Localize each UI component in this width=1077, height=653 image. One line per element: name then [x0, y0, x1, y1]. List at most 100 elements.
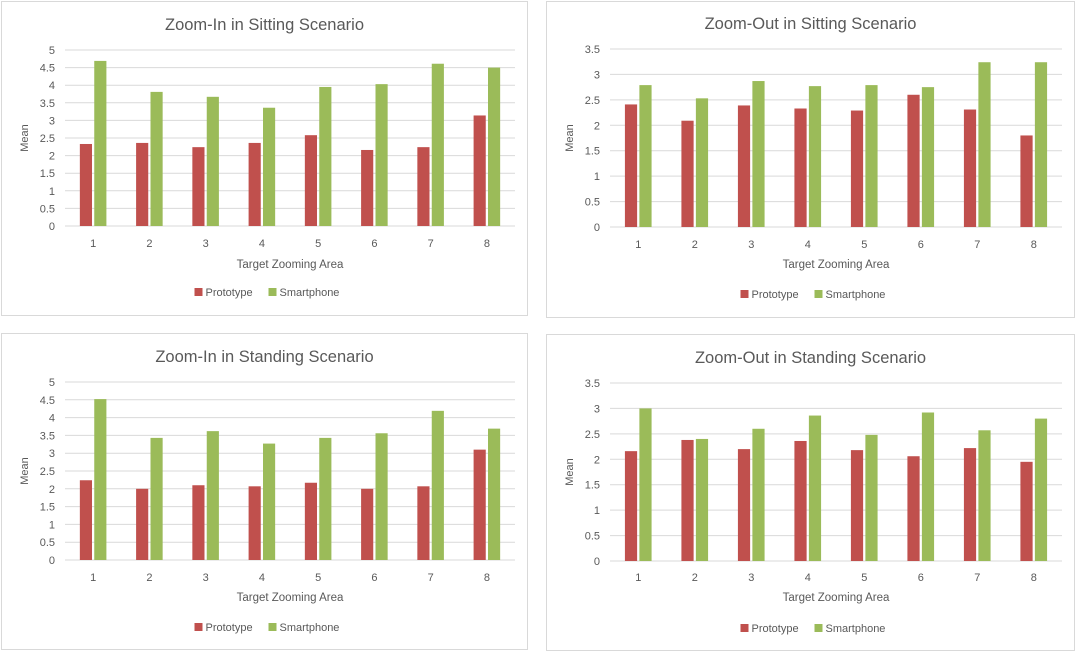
bar-smartphone [431, 63, 444, 227]
x-axis-label: Target Zooming Area [237, 592, 344, 604]
bar-prototype [136, 142, 149, 226]
x-tick-label: 7 [974, 572, 980, 584]
bar-prototype [304, 135, 317, 226]
x-tick-label: 5 [861, 572, 867, 584]
bar-smartphone [978, 62, 991, 228]
bar-prototype [794, 440, 807, 561]
y-tick-label: 1.5 [585, 480, 600, 492]
bar-prototype [79, 143, 92, 226]
bar-smartphone [695, 98, 709, 228]
bar-smartphone [206, 431, 219, 560]
x-tick-label: 6 [371, 238, 377, 250]
bar-smartphone [263, 107, 276, 226]
y-tick-label: 1 [594, 171, 600, 183]
y-axis-label: Mean [19, 124, 31, 152]
y-tick-label: 0 [594, 222, 600, 234]
bar-prototype [192, 147, 205, 226]
x-axis-label: Target Zooming Area [237, 259, 344, 271]
x-tick-label: 4 [259, 572, 265, 584]
bar-prototype [850, 110, 864, 227]
legend-label-prototype: Prototype [206, 287, 253, 299]
y-tick-label: 3 [49, 448, 55, 460]
y-tick-label: 3.5 [40, 430, 55, 442]
bar-smartphone [978, 430, 991, 561]
x-tick-label: 3 [748, 239, 754, 251]
y-tick-label: 4 [49, 413, 55, 425]
legend-label-smartphone: Smartphone [280, 622, 340, 634]
x-tick-label: 4 [805, 572, 811, 584]
bar-smartphone [808, 415, 822, 561]
bar-smartphone [1034, 418, 1048, 561]
y-tick-label: 1 [594, 505, 600, 517]
bar-prototype [136, 488, 149, 560]
bar-smartphone [865, 434, 878, 561]
bar-prototype [794, 108, 807, 227]
y-tick-label: 2 [594, 454, 600, 466]
legend-label-smartphone: Smartphone [280, 287, 340, 299]
bar-smartphone [431, 410, 444, 560]
bar-smartphone [921, 87, 935, 228]
legend-label-prototype: Prototype [752, 623, 799, 635]
bar-smartphone [639, 408, 652, 561]
y-tick-label: 1 [49, 519, 55, 531]
bar-prototype [681, 439, 694, 561]
legend: Prototype Smartphone [740, 289, 885, 301]
x-tick-label: 5 [315, 572, 321, 584]
bar-prototype [737, 105, 751, 227]
y-tick-label: 2.5 [40, 133, 55, 145]
chart-panel-zoom-in-sitting: Zoom-In in Sitting Scenario 0 0.5 1 1.5 2 2.5 3… [1, 1, 528, 316]
x-tick-label: 4 [259, 238, 265, 250]
bar-prototype [417, 486, 430, 560]
x-tick-label: 5 [315, 238, 321, 250]
y-tick-label: 0 [594, 556, 600, 568]
chart-zoom-out-sitting: Zoom-Out in Sitting Scenario 0 0.5 1 1.5 2 2.5… [564, 15, 1062, 301]
y-tick-label: 2 [594, 120, 600, 132]
bar-prototype [248, 142, 261, 226]
bar-prototype [1020, 135, 1033, 227]
y-tick-label: 1.5 [40, 502, 55, 514]
x-tick-label: 6 [371, 572, 377, 584]
chart-zoom-out-standing: Zoom-Out in Standing Scenario 0 0.5 1 1.5 2 2.… [564, 349, 1062, 635]
legend-swatch-smartphone [268, 288, 277, 296]
y-axis-label: Mean [19, 457, 31, 485]
y-tick-label: 4.5 [40, 395, 55, 407]
chart-panel-zoom-in-standing: Zoom-In in Standing Scenario 0 0.5 1 1.5 2 2.5… [1, 333, 528, 650]
chart-title: Zoom-In in Standing Scenario [155, 348, 373, 366]
bar-prototype [624, 451, 638, 561]
legend-label-prototype: Prototype [752, 289, 799, 301]
y-tick-label: 2 [49, 484, 55, 496]
bar-smartphone [319, 437, 332, 560]
x-axis-label: Target Zooming Area [783, 592, 890, 604]
bar-prototype [681, 120, 694, 227]
y-tick-label: 0.5 [40, 537, 55, 549]
x-tick-label: 8 [1031, 239, 1037, 251]
legend-label-prototype: Prototype [206, 622, 253, 634]
x-tick-label: 3 [203, 238, 209, 250]
x-tick-label: 3 [748, 572, 754, 584]
chart-title: Zoom-Out in Standing Scenario [695, 349, 926, 367]
y-tick-label: 2.5 [585, 95, 600, 107]
y-tick-label: 1 [49, 186, 55, 198]
legend-swatch-prototype [740, 624, 749, 632]
bar-prototype [963, 448, 977, 561]
bar-smartphone [752, 428, 765, 561]
y-tick-label: 0.5 [585, 197, 600, 209]
bar-smartphone [488, 67, 501, 226]
x-tick-label: 6 [918, 572, 924, 584]
chart-title: Zoom-Out in Sitting Scenario [705, 15, 917, 33]
bar-prototype [192, 485, 205, 560]
x-tick-label: 1 [90, 238, 96, 250]
bar-smartphone [150, 437, 163, 560]
bar-prototype [361, 149, 374, 226]
x-tick-label: 4 [805, 239, 811, 251]
y-tick-label: 0 [49, 221, 55, 233]
legend-swatch-prototype [194, 288, 203, 296]
legend: Prototype Smartphone [194, 287, 340, 299]
bar-prototype [248, 486, 261, 560]
bar-smartphone [752, 81, 765, 227]
bar-prototype [624, 104, 638, 227]
x-tick-label: 2 [692, 572, 698, 584]
legend-swatch-smartphone [268, 623, 277, 631]
x-tick-label: 7 [428, 238, 434, 250]
bar-smartphone [865, 85, 878, 227]
